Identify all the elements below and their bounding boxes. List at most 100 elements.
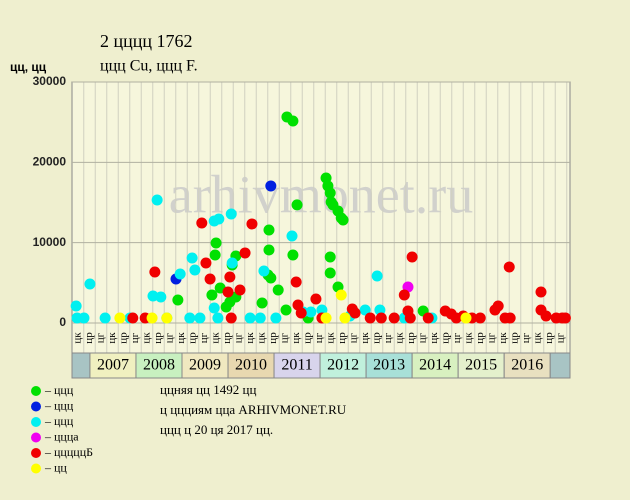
year-cell [181,352,229,379]
note: ццц ц 20 ця 2017 цц. [160,422,273,437]
data-point [99,312,111,324]
legend-label: – ццц [44,383,74,397]
quarter-label: цр [187,332,199,344]
data-point [535,286,547,298]
y-tick-label: 20000 [33,155,67,169]
data-point [339,312,351,324]
data-point [320,312,332,324]
quarter-label: цк [72,332,84,344]
data-point [210,237,222,249]
year-label: 2014 [419,357,451,374]
data-point [422,312,434,324]
data-point [225,208,237,220]
data-point [114,312,126,324]
quarter-label: цг [520,332,532,343]
quarter-label: цк [497,332,509,344]
year-cell [135,352,183,379]
quarter-label: цк [244,332,256,344]
data-point [212,312,224,324]
quarter-label: цр [221,332,233,344]
data-point [324,251,336,263]
data-point [310,293,322,305]
quarter-label: цг [233,332,245,343]
data-point [291,199,303,211]
quarter-label: цр [509,332,521,344]
y-tick-label: 10000 [33,235,67,249]
year-label: 2011 [281,357,312,374]
year-label: 2012 [327,357,359,374]
legend-marker [31,401,41,412]
data-point [270,312,282,324]
data-point [151,194,163,206]
quarter-label: цр [336,332,348,344]
year-cell [503,352,551,379]
legend-marker [31,448,41,458]
legend-label: – ццц [44,414,74,428]
legend-marker [31,432,41,443]
legend-marker [31,386,41,396]
data-point [280,304,292,316]
data-point [256,297,268,309]
quarter-label: цк [325,332,337,344]
data-point [263,244,275,256]
chart-title: 2 цццц 1762 [100,31,193,51]
data-point [258,265,270,277]
data-point [272,284,284,296]
year-label: 2010 [235,357,267,374]
year-label: 2015 [465,357,497,374]
data-point [265,272,277,284]
year-cell [89,352,137,379]
legend-marker [31,417,41,427]
legend-label: – цццццБ [44,445,93,459]
quarter-label: цк [394,332,406,344]
quarter-label: цр [267,332,279,344]
legend-label: – ццца [44,429,79,443]
quarter-label: цр [302,332,314,344]
quarter-label: цг [198,332,210,343]
year-label: 2008 [143,357,175,374]
year-label: 2013 [373,357,405,374]
quarter-label: цр [405,332,417,344]
quarter-label: цк [175,332,187,344]
year-row-end [549,352,571,379]
data-point [324,187,336,199]
data-point [404,312,416,324]
data-point [503,261,515,273]
year-label: 2009 [189,357,221,374]
data-point [504,312,516,324]
year-label: 2007 [97,357,129,374]
data-point [200,257,212,269]
quarter-label: цк [532,332,544,344]
data-point [559,312,571,324]
data-point [254,312,266,324]
quarter-label: цр [118,332,130,344]
data-point [290,276,302,288]
data-point [222,286,234,298]
quarter-label: цг [348,332,360,343]
data-point [388,312,400,324]
data-point [295,307,307,319]
data-point [244,312,256,324]
data-point [364,312,376,324]
y-tick-label: 30000 [33,74,67,88]
legend-label: – цц [44,460,67,474]
quarter-label: цг [382,332,394,343]
data-point [146,312,158,324]
data-point [196,217,208,229]
data-point [220,301,232,313]
data-point [204,273,216,285]
quarter-row [71,322,571,354]
data-point [375,312,387,324]
data-point [263,224,275,236]
quarter-label: цк [428,332,440,344]
legend-label: – ццц [44,398,74,412]
data-point [186,252,198,264]
quarter-label: цг [164,332,176,343]
data-point [225,312,237,324]
data-point [194,312,206,324]
data-point [287,115,299,127]
chart-subtitle: ццц Cu, ццц F. [100,58,198,75]
data-point [324,267,336,279]
quarter-label: цг [313,332,325,343]
